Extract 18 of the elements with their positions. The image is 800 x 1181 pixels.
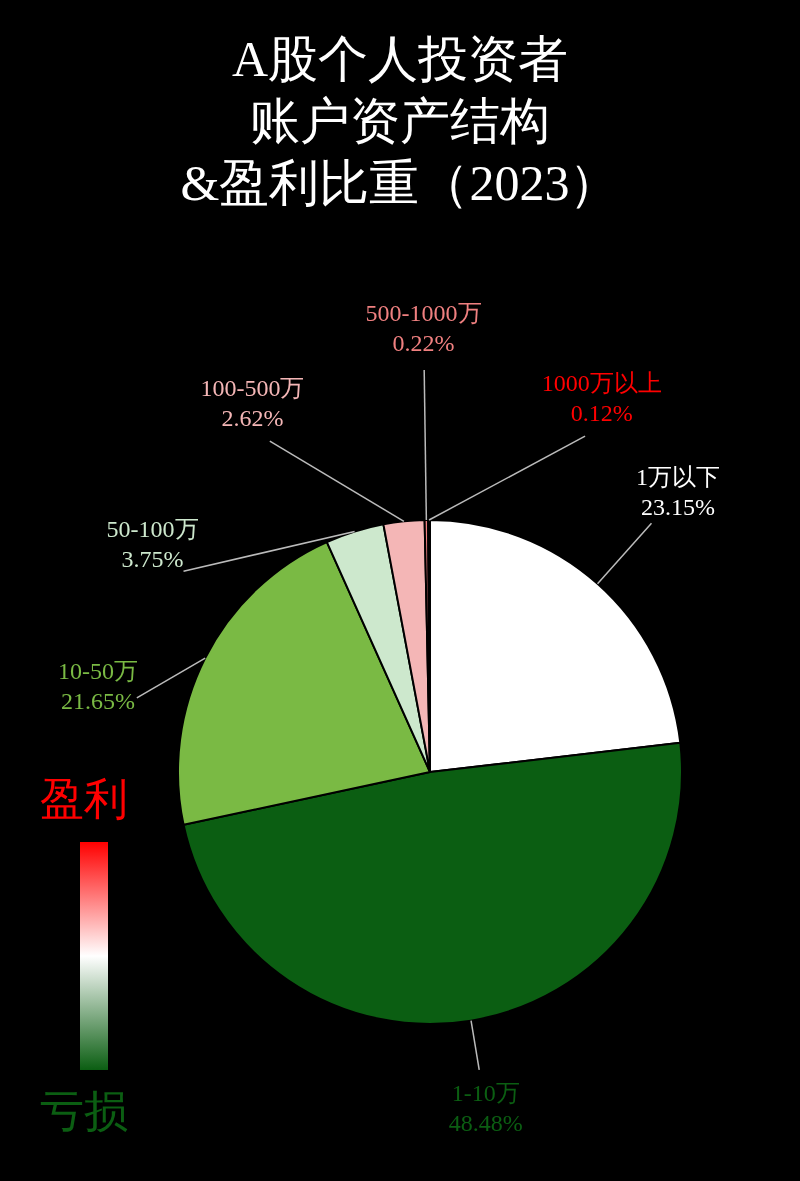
data-label: 23.15% xyxy=(641,493,716,520)
text: 盈利 xyxy=(40,774,128,826)
slice-label: 1-10万 xyxy=(451,1079,520,1106)
slice-label: 10-50万 xyxy=(58,658,139,685)
slice-label: 1万以下 xyxy=(636,463,721,490)
data-label: 0.12% xyxy=(570,400,633,427)
text: 亏损 xyxy=(40,1086,128,1138)
data-label: 3.75% xyxy=(121,546,184,573)
chart-subtitle: &盈利比重（2023） xyxy=(179,154,621,213)
data-label: 21.65% xyxy=(61,688,136,715)
data-label: 48.48% xyxy=(448,1109,523,1136)
slice-label: 50-100万 xyxy=(106,516,199,543)
data-label: 0.22% xyxy=(392,330,455,357)
slice-label: 500-1000万 xyxy=(365,300,482,327)
slice-label: 1000万以上 xyxy=(541,370,662,397)
data-label: 2.62% xyxy=(221,405,284,432)
chart-title: A股个人投资者账户资产结构 xyxy=(230,30,570,151)
slice-label: 100-500万 xyxy=(200,375,305,402)
